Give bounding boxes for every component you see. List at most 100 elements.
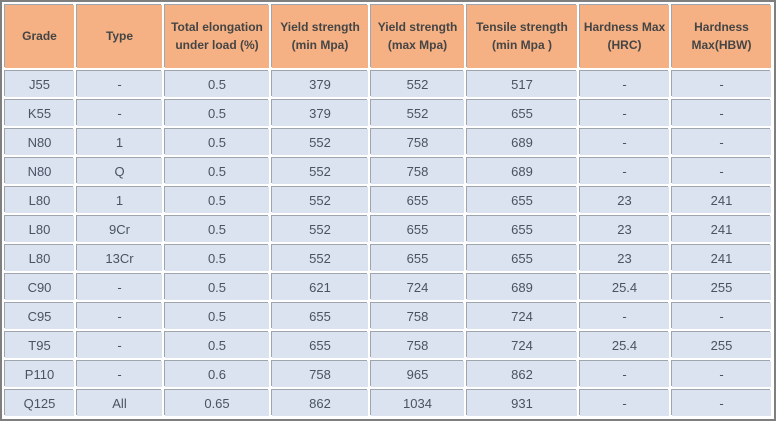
table-cell: 689 <box>467 158 577 184</box>
table-cell: 931 <box>467 390 577 416</box>
grade-cell: L80 <box>5 245 74 271</box>
table-cell: - <box>580 390 669 416</box>
table-cell: 241 <box>672 216 771 242</box>
grade-cell: N80 <box>5 129 74 155</box>
grade-cell: L80 <box>5 187 74 213</box>
table-cell: - <box>672 71 771 97</box>
column-header: Tensile strength (min Mpa ) <box>467 5 577 68</box>
table-cell: 552 <box>272 187 368 213</box>
table-cell: 1 <box>77 187 162 213</box>
table-cell: 758 <box>371 129 464 155</box>
table-cell: 0.5 <box>165 245 269 271</box>
table-cell: 517 <box>467 71 577 97</box>
table-cell: 655 <box>467 216 577 242</box>
table-cell: 965 <box>371 361 464 387</box>
table-row: T95-0.5 655 758 724 25.4 255 <box>5 332 771 358</box>
table-cell: 23 <box>580 187 669 213</box>
table-cell: 0.5 <box>165 216 269 242</box>
table-cell: 0.5 <box>165 303 269 329</box>
table-cell: 0.5 <box>165 187 269 213</box>
table-cell: 379 <box>272 100 368 126</box>
table-cell: - <box>672 390 771 416</box>
column-header: Total elongation under load (%) <box>165 5 269 68</box>
table-cell: 724 <box>467 332 577 358</box>
table-row: L80 13Cr 0.5 552 655 655 23 241 <box>5 245 771 271</box>
header-row: Grade Type Total elongation under load (%)… <box>5 5 771 68</box>
column-header: Hardness Max (HRC) <box>580 5 669 68</box>
table-cell: - <box>672 129 771 155</box>
grade-cell: N80 <box>5 158 74 184</box>
table-cell: 552 <box>371 100 464 126</box>
table-cell: 655 <box>272 332 368 358</box>
table-cell: 0.5 <box>165 158 269 184</box>
table-cell: 655 <box>371 216 464 242</box>
column-header: Hardness Max(HBW) <box>672 5 771 68</box>
table-cell: - <box>580 158 669 184</box>
table-row: C95-0.5 655 758 724- - <box>5 303 771 329</box>
table-cell: 241 <box>672 187 771 213</box>
table-cell: 1 <box>77 129 162 155</box>
table-row: N80 1 0.5 552 758 689- - <box>5 129 771 155</box>
table-cell: 758 <box>371 332 464 358</box>
table-cell: 655 <box>467 100 577 126</box>
table-cell: 1034 <box>371 390 464 416</box>
table-cell: - <box>77 303 162 329</box>
table-cell: 0.65 <box>165 390 269 416</box>
table-cell: - <box>580 100 669 126</box>
grade-cell: J55 <box>5 71 74 97</box>
table-row: L80 1 0.5 552 655 655 23 241 <box>5 187 771 213</box>
table-cell: 552 <box>272 216 368 242</box>
table-cell: 379 <box>272 71 368 97</box>
table-cell: 255 <box>672 274 771 300</box>
table-header: Grade Type Total elongation under load (%)… <box>5 5 771 68</box>
table-row: N80 Q 0.5 552 758 689- - <box>5 158 771 184</box>
table-cell: - <box>77 361 162 387</box>
grade-cell: K55 <box>5 100 74 126</box>
column-header: Yield strength (min Mpa) <box>272 5 368 68</box>
table-cell: All <box>77 390 162 416</box>
grade-cell: L80 <box>5 216 74 242</box>
table-cell: 23 <box>580 216 669 242</box>
grade-cell: P110 <box>5 361 74 387</box>
column-header: Type <box>77 5 162 68</box>
table-cell: 13Cr <box>77 245 162 271</box>
table-cell: 758 <box>272 361 368 387</box>
table-cell: 552 <box>371 71 464 97</box>
column-header: Yield strength (max Mpa) <box>371 5 464 68</box>
table-cell: - <box>580 71 669 97</box>
table-cell: - <box>580 361 669 387</box>
table-cell: 0.5 <box>165 100 269 126</box>
table-cell: - <box>672 158 771 184</box>
grade-cell: T95 <box>5 332 74 358</box>
table-cell: 862 <box>272 390 368 416</box>
table-cell: - <box>672 361 771 387</box>
table-cell: 724 <box>371 274 464 300</box>
column-header: Grade <box>5 5 74 68</box>
table-cell: 241 <box>672 245 771 271</box>
table-row: L80 9Cr 0.5 552 655 655 23 241 <box>5 216 771 242</box>
table-cell: 0.5 <box>165 332 269 358</box>
table-cell: - <box>580 303 669 329</box>
table-cell: 655 <box>272 303 368 329</box>
table-cell: 862 <box>467 361 577 387</box>
grade-cell: C95 <box>5 303 74 329</box>
table-cell: 25.4 <box>580 332 669 358</box>
table-cell: 655 <box>467 187 577 213</box>
table-cell: 255 <box>672 332 771 358</box>
grade-cell: C90 <box>5 274 74 300</box>
table-cell: Q <box>77 158 162 184</box>
table-row: C90-0.5 621 724 689 25.4 255 <box>5 274 771 300</box>
table-cell: 689 <box>467 274 577 300</box>
table-cell: 758 <box>371 158 464 184</box>
table-cell: - <box>77 71 162 97</box>
table-cell: - <box>77 332 162 358</box>
table-row: J55-0.5 379 552 517- - <box>5 71 771 97</box>
grade-cell: Q125 <box>5 390 74 416</box>
table-cell: 0.5 <box>165 274 269 300</box>
table-cell: 0.6 <box>165 361 269 387</box>
table-cell: 655 <box>371 245 464 271</box>
table-cell: 25.4 <box>580 274 669 300</box>
table-cell: 689 <box>467 129 577 155</box>
table-cell: 655 <box>467 245 577 271</box>
table-row: P110-0.6 758 965 862- - <box>5 361 771 387</box>
